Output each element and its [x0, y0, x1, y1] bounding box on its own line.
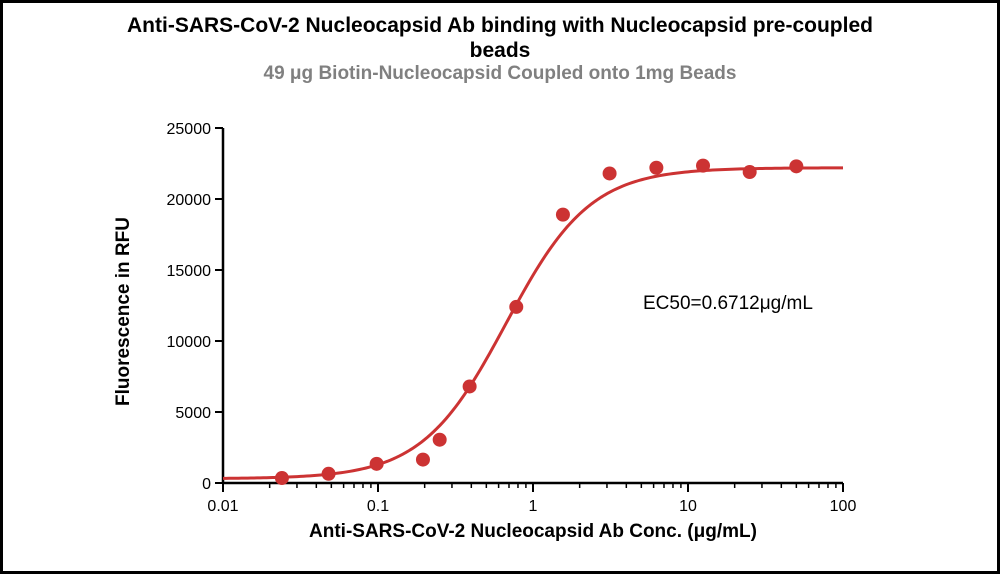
x-axis-label: Anti-SARS-CoV-2 Nucleocapsid Ab Conc. (μ…	[223, 521, 843, 543]
svg-text:0.01: 0.01	[207, 498, 238, 515]
svg-text:25000: 25000	[167, 121, 212, 138]
chart-frame: Anti-SARS-CoV-2 Nucleocapsid Ab binding …	[0, 0, 1000, 574]
svg-text:0: 0	[202, 476, 211, 493]
ec50-annotation: EC50=0.6712μg/mL	[643, 293, 813, 315]
svg-text:0.1: 0.1	[367, 498, 389, 515]
svg-text:20000: 20000	[167, 192, 212, 209]
svg-text:15000: 15000	[167, 263, 212, 280]
svg-text:100: 100	[830, 498, 857, 515]
y-axis-label: Fluorescence in RFU	[113, 217, 135, 406]
chart-plot: 0 5000 10000 15000 20000 25000 0.01 0.1 1 10 100	[3, 3, 1000, 577]
svg-text:1: 1	[529, 498, 538, 515]
svg-text:10000: 10000	[167, 334, 212, 351]
svg-text:5000: 5000	[175, 405, 211, 422]
svg-text:10: 10	[679, 498, 697, 515]
